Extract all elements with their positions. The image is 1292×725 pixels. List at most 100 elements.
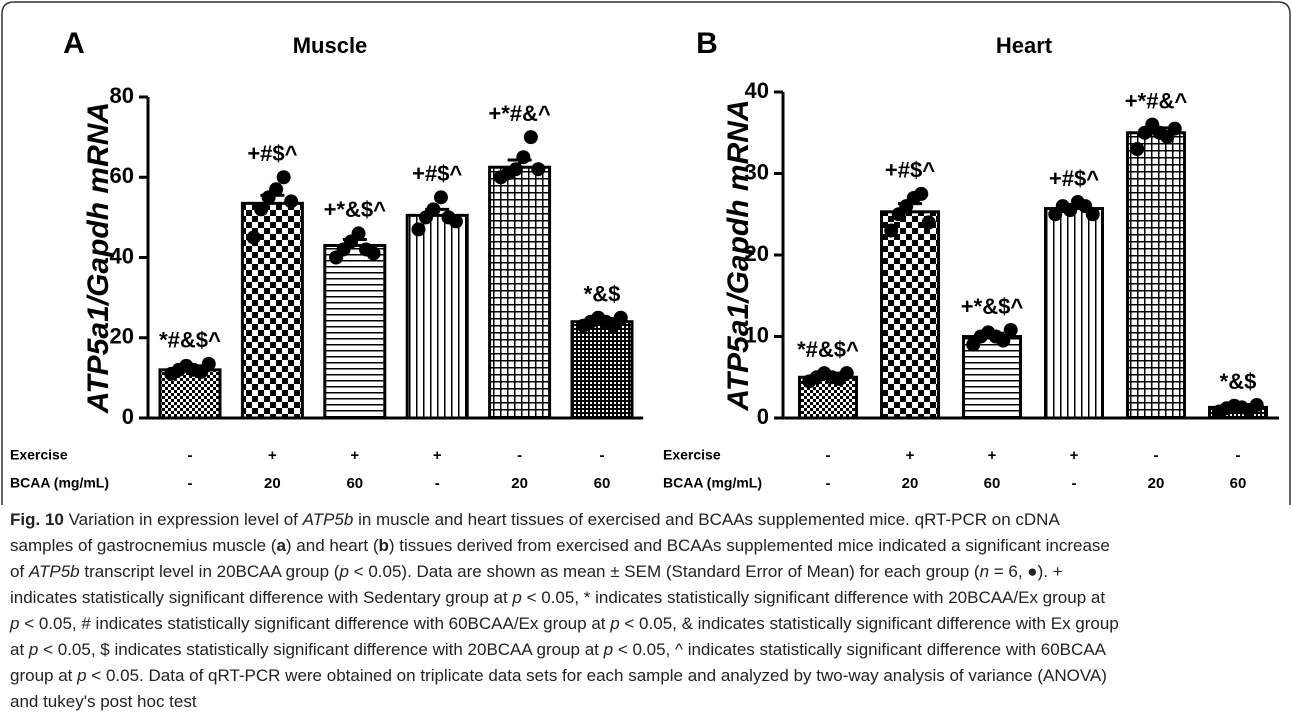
caption-text: b	[378, 536, 389, 555]
y-tick-label: 40	[745, 78, 769, 103]
annotation: +#$^	[247, 141, 297, 166]
caption-text: indicates statistically significant diff…	[10, 588, 513, 607]
caption-text: < 0.05, & indicates statistically signif…	[619, 614, 1119, 633]
caption-text: Fig. 10	[10, 510, 64, 529]
data-point	[246, 230, 261, 245]
caption-line: samples of gastrocnemius muscle (a) and …	[10, 533, 1290, 559]
caption-line: indicates statistically significant diff…	[10, 585, 1290, 611]
row-value: -	[517, 447, 522, 464]
annotation: +#$^	[1049, 166, 1099, 191]
data-point	[366, 246, 381, 261]
annotation: +#$^	[885, 158, 935, 183]
row-value: -	[1236, 447, 1241, 464]
caption-line: p < 0.05, # indicates statistically sign…	[10, 611, 1290, 637]
data-point	[1085, 207, 1100, 222]
data-point	[516, 150, 531, 165]
y-tick-label: 40	[110, 243, 134, 268]
data-point	[996, 333, 1011, 348]
caption-text: ) tissues derived from exercised and BCA…	[388, 536, 1110, 555]
data-point	[284, 194, 299, 209]
annotation: +*&$^	[324, 197, 387, 222]
frame	[1, 1, 1291, 505]
row-value: -	[1072, 475, 1077, 492]
caption-text: samples of gastrocnemius muscle (	[10, 536, 277, 555]
bar	[1044, 207, 1104, 420]
row-value: 60	[346, 475, 363, 492]
row-value: -	[188, 475, 193, 492]
row-value: 20	[902, 475, 919, 492]
data-point	[269, 182, 284, 197]
data-point	[1130, 142, 1145, 157]
caption-text: in muscle and heart tissues of exercised…	[353, 510, 1060, 529]
caption-text: = 6, ●). +	[989, 562, 1063, 581]
y-tick-label: 60	[110, 163, 134, 188]
data-point	[884, 223, 899, 238]
caption-text: < 0.05, * indicates statistically signif…	[521, 588, 1106, 607]
caption-text: < 0.05, # indicates statistically signif…	[19, 614, 611, 633]
annotation: *#&$^	[797, 337, 859, 362]
data-point	[613, 310, 628, 325]
row-value: 20	[264, 475, 281, 492]
caption-text: ATP5b	[28, 562, 80, 581]
bar	[405, 213, 469, 420]
chart-title: Muscle	[293, 33, 368, 58]
caption-text: at	[10, 640, 29, 659]
y-axis-label: ATP5a1/Gapdh mRNA	[722, 99, 755, 411]
row-value: 60	[594, 475, 611, 492]
row-value: 20	[511, 475, 528, 492]
row-value: -	[826, 447, 831, 464]
caption-text: < 0.05, ^ indicates statistically signif…	[613, 640, 1106, 659]
bar	[1126, 131, 1186, 420]
caption-text: Variation in expression level of	[63, 510, 303, 529]
y-tick-label: 10	[745, 322, 769, 347]
caption-text: of	[10, 562, 29, 581]
data-point	[1003, 322, 1018, 337]
data-point	[531, 162, 546, 177]
row-value: +	[268, 447, 277, 464]
bar	[323, 243, 387, 420]
row-label: BCAA (mg/mL)	[10, 475, 109, 491]
data-point	[523, 130, 538, 145]
row-value: -	[826, 475, 831, 492]
caption-text: p	[28, 640, 39, 659]
data-point	[201, 356, 216, 371]
data-point	[433, 190, 448, 205]
data-point	[448, 214, 463, 229]
annotation: *&$	[1220, 369, 1257, 394]
row-value: -	[435, 475, 440, 492]
caption-text: n	[979, 562, 990, 581]
y-tick-label: 30	[745, 159, 769, 184]
y-tick-label: 0	[122, 404, 134, 429]
annotation: +#$^	[412, 161, 462, 186]
data-point	[914, 186, 929, 201]
caption-text: < 0.05, $ indicates statistically signif…	[38, 640, 604, 659]
caption: Fig. 10 Variation in expression level of…	[10, 507, 1290, 715]
data-point	[351, 226, 366, 241]
caption-text: and tukey's post hoc test	[10, 692, 197, 711]
data-point	[508, 162, 523, 177]
data-point	[839, 366, 854, 381]
caption-line: at p < 0.05, $ indicates statistically s…	[10, 637, 1290, 663]
caption-text: ) and heart (	[285, 536, 379, 555]
caption-text: p	[77, 666, 87, 685]
panel-label: A	[63, 27, 85, 60]
caption-text: a	[276, 536, 286, 555]
annotation: +*#&^	[1125, 88, 1188, 113]
row-value: +	[350, 447, 359, 464]
data-point	[254, 202, 269, 217]
caption-text: p	[10, 614, 20, 633]
caption-text: p	[610, 614, 620, 633]
caption-text: p	[603, 640, 614, 659]
caption-line: group at p < 0.05. Data of qRT-PCR were …	[10, 663, 1290, 689]
data-point	[411, 222, 426, 237]
data-point	[1167, 121, 1182, 136]
y-tick-label: 20	[110, 324, 134, 349]
data-point	[1249, 397, 1264, 412]
row-value: -	[600, 447, 605, 464]
chart-title: Heart	[996, 33, 1053, 58]
caption-line: Fig. 10 Variation in expression level of…	[10, 507, 1290, 533]
row-value: +	[906, 447, 915, 464]
data-point	[921, 215, 936, 230]
y-tick-label: 0	[757, 404, 769, 429]
